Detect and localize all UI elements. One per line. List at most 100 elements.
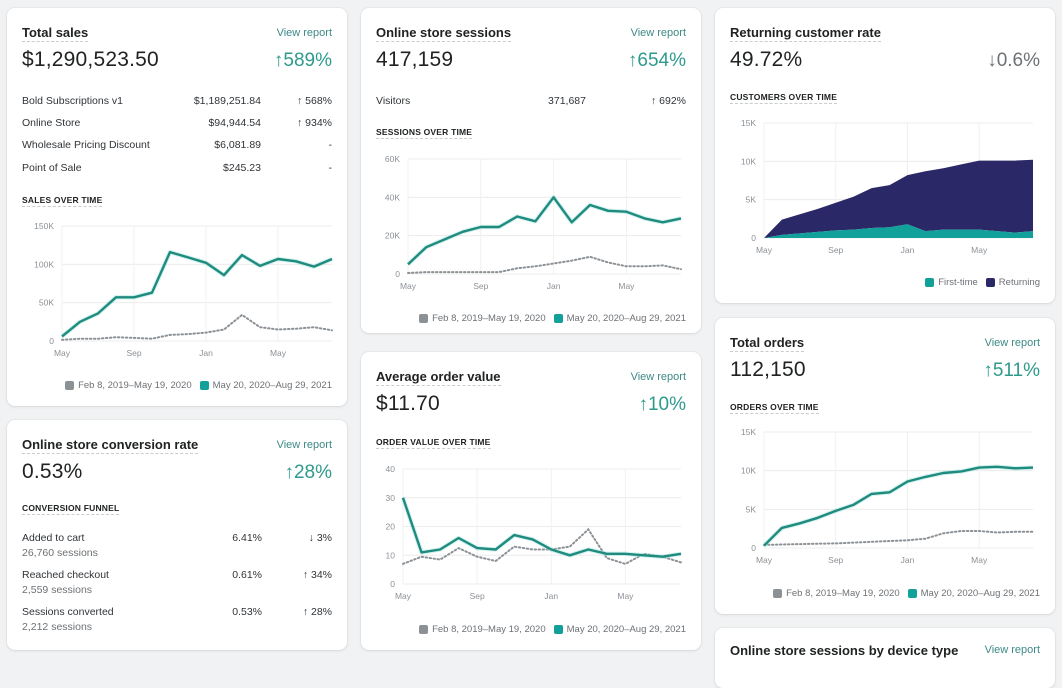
total-sales-card: Total sales View report $1,290,523.50 ↑5… <box>7 8 347 406</box>
legend-previous: Feb 8, 2019–May 19, 2020 <box>786 588 900 599</box>
funnel-rate: 0.61% <box>232 569 262 581</box>
funnel-step: Reached checkout 2,559 sessions 0.61% ↑ … <box>22 569 332 601</box>
sales-chart: 0 50K 100K 150K May Sep Jan May <box>34 221 333 358</box>
funnel-sessions: 2,559 sessions <box>22 584 93 596</box>
view-report-link[interactable]: View report <box>276 439 332 451</box>
device-type-card: Online store sessions by device type Vie… <box>715 628 1055 688</box>
x-tick-label: Sep <box>126 348 141 358</box>
total-orders-card: Total orders View report 112,150 ↑511% O… <box>715 318 1055 614</box>
section-label: ORDER VALUE OVER TIME <box>376 437 491 449</box>
y-tick-label: 40K <box>385 192 400 202</box>
y-tick-label: 15K <box>741 427 756 437</box>
series-line-previous <box>61 313 333 341</box>
funnel-sessions: 26,760 sessions <box>22 547 98 559</box>
funnel-step: Added to cart 26,760 sessions 6.41% ↓ 3% <box>22 532 332 564</box>
legend-swatch-returning <box>985 278 995 287</box>
section-label: SALES OVER TIME <box>22 195 103 207</box>
card-title: Online store sessions <box>376 25 512 42</box>
breakdown-change: - <box>328 162 333 174</box>
funnel-label: Sessions converted <box>22 606 114 618</box>
breakdown-change: ↑ 692% <box>650 95 686 107</box>
area-first-time <box>764 224 1033 238</box>
series-line-current <box>763 465 1034 547</box>
breakdown-value: $6,081.89 <box>214 139 261 151</box>
y-tick-label: 20K <box>385 231 400 241</box>
y-tick-label: 0 <box>49 336 54 346</box>
funnel-change: ↑ 28% <box>302 606 332 618</box>
x-tick-label: May <box>756 245 773 255</box>
view-report-link[interactable]: View report <box>984 644 1040 656</box>
x-tick-label: May <box>971 555 988 565</box>
funnel-sessions: 2,212 sessions <box>22 621 93 633</box>
breakdown-change: ↑ 568% <box>296 95 332 107</box>
legend-first-time: First-time <box>938 277 978 288</box>
aov-chart: 0 10 20 30 40 May Sep Jan May <box>386 464 682 601</box>
funnel-rate: 0.53% <box>232 606 262 618</box>
section-label: CUSTOMERS OVER TIME <box>730 92 838 104</box>
breakdown-value: $245.23 <box>223 162 261 174</box>
series-line-previous <box>407 255 682 274</box>
x-tick-label: May <box>270 348 287 358</box>
chart-legend: Feb 8, 2019–May 19, 2020 May 20, 2020–Au… <box>419 624 686 635</box>
card-title: Total sales <box>22 25 89 42</box>
total-sales-delta: ↑589% <box>273 50 332 71</box>
funnel-step: Sessions converted 2,212 sessions 0.53% … <box>22 606 332 638</box>
breakdown-label: Point of Sale <box>22 162 82 174</box>
view-report-link[interactable]: View report <box>276 27 332 39</box>
breakdown-change: - <box>328 139 333 151</box>
y-tick-label: 0 <box>751 233 756 243</box>
x-tick-label: May <box>756 555 773 565</box>
legend-swatch-previous <box>419 625 429 634</box>
returning-rate-delta: ↓0.6% <box>987 50 1040 71</box>
view-report-link[interactable]: View report <box>630 371 686 383</box>
aov-card: Average order value View report $11.70 ↑… <box>361 352 701 650</box>
breakdown-value: $1,189,251.84 <box>193 95 261 107</box>
card-title: Average order value <box>376 369 501 386</box>
sessions-card: Online store sessions View report 417,15… <box>361 8 701 333</box>
legend-current: May 20, 2020–Aug 29, 2021 <box>566 313 686 324</box>
y-tick-label: 10K <box>741 466 756 476</box>
legend-swatch-current <box>553 625 563 634</box>
x-tick-label: May <box>400 281 417 291</box>
y-tick-label: 60K <box>385 154 400 164</box>
legend-current: May 20, 2020–Aug 29, 2021 <box>920 588 1040 599</box>
x-tick-label: Jan <box>547 281 561 291</box>
x-tick-label: Sep <box>470 591 485 601</box>
y-tick-label: 5K <box>746 504 757 514</box>
card-title: Online store sessions by device type <box>730 643 959 658</box>
x-tick-label: Sep <box>828 555 843 565</box>
y-tick-label: 15K <box>741 118 756 128</box>
view-report-link[interactable]: View report <box>984 337 1040 349</box>
chart-legend: Feb 8, 2019–May 19, 2020 May 20, 2020–Au… <box>773 588 1040 599</box>
sessions-value: 417,159 <box>376 48 454 71</box>
y-tick-label: 0 <box>395 269 400 279</box>
section-label: CONVERSION FUNNEL <box>22 503 120 515</box>
funnel-label: Reached checkout <box>22 569 109 581</box>
legend-returning: Returning <box>998 277 1040 288</box>
y-tick-label: 5K <box>746 195 757 205</box>
card-title: Total orders <box>730 335 805 352</box>
aov-value: $11.70 <box>376 392 440 415</box>
card-title: Online store conversion rate <box>22 437 199 454</box>
series-line-current <box>61 250 333 338</box>
y-tick-label: 150K <box>34 221 54 231</box>
x-tick-label: May <box>54 348 71 358</box>
breakdown-value: 371,687 <box>548 95 586 107</box>
conversion-rate-value: 0.53% <box>22 460 83 483</box>
y-tick-label: 0 <box>390 579 395 589</box>
breakdown-label: Online Store <box>22 117 81 129</box>
breakdown-label: Bold Subscriptions v1 <box>22 95 123 107</box>
chart-legend: Feb 8, 2019–May 19, 2020 May 20, 2020–Au… <box>419 313 686 324</box>
legend-swatch-current <box>199 381 209 390</box>
x-tick-label: Jan <box>901 555 915 565</box>
x-tick-label: May <box>617 591 634 601</box>
series-line-previous <box>402 527 682 565</box>
funnel-change: ↓ 3% <box>308 532 332 544</box>
funnel-rate: 6.41% <box>232 532 262 544</box>
y-tick-label: 20 <box>386 522 396 532</box>
total-orders-delta: ↑511% <box>983 360 1040 381</box>
breakdown-row: Visitors 371,687 ↑ 692% <box>376 95 686 111</box>
x-tick-label: Jan <box>901 245 915 255</box>
view-report-link[interactable]: View report <box>630 27 686 39</box>
legend-previous: Feb 8, 2019–May 19, 2020 <box>78 380 192 391</box>
